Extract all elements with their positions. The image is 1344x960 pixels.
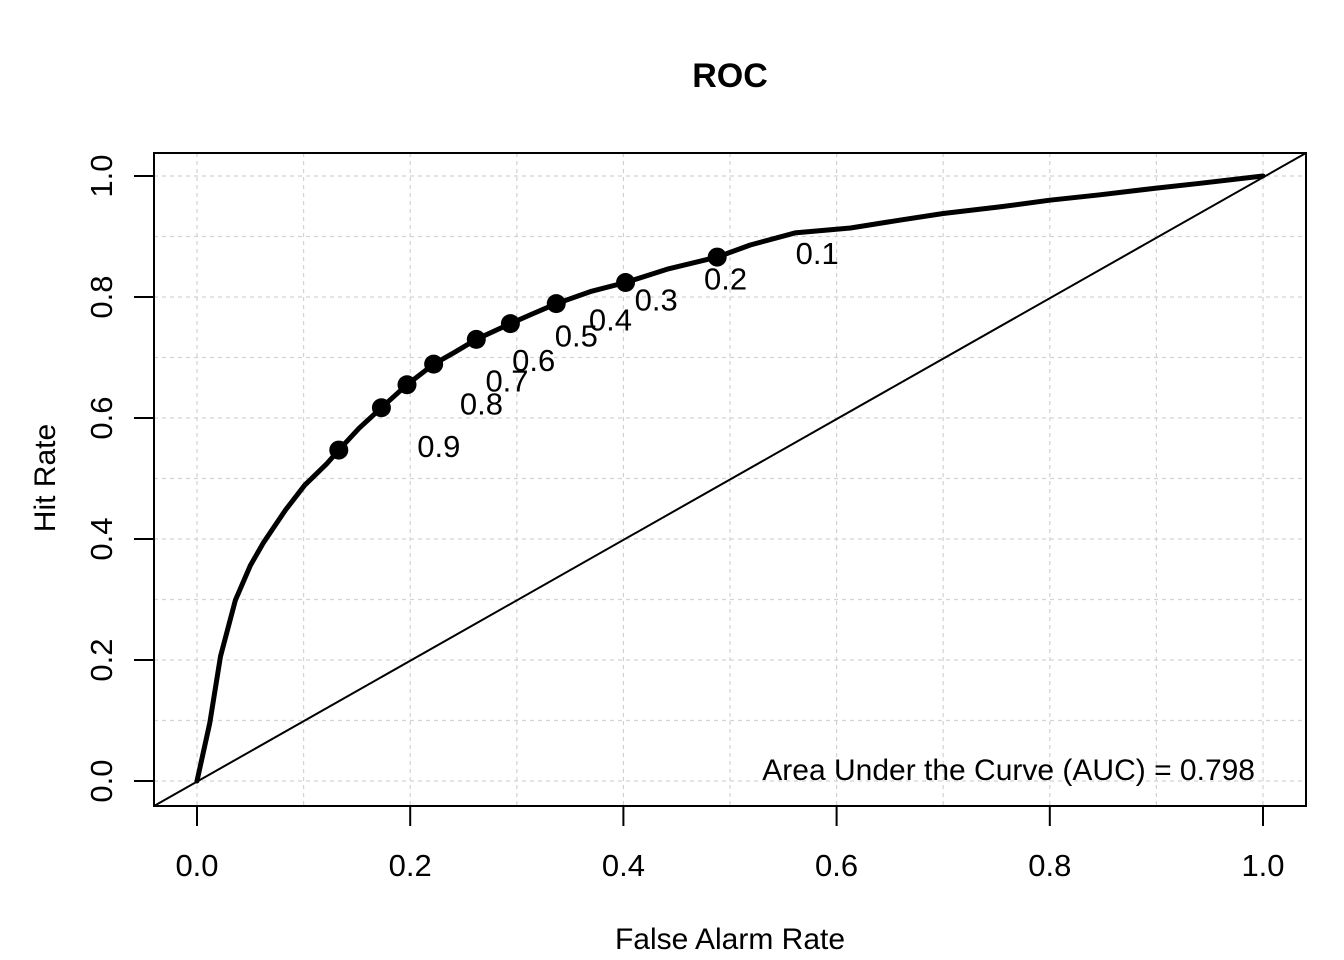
threshold-label: 0.2 [704,261,747,296]
y-tick-label: 1.0 [84,154,119,197]
threshold-dot [329,440,349,460]
threshold-dot [424,354,444,374]
threshold-dot [371,398,391,418]
threshold-dot [546,294,566,314]
chart-title: ROC [692,57,768,95]
threshold-label: 0.4 [589,303,632,338]
x-axis-label: False Alarm Rate [615,923,845,956]
threshold-dot [397,375,417,395]
x-tick-label: 1.0 [1241,848,1284,883]
x-tick-label: 0.4 [602,848,645,883]
threshold-label: 0.5 [555,318,598,353]
auc-annotation: Area Under the Curve (AUC) = 0.798 [762,754,1255,787]
grid-layer [154,153,1306,806]
x-tick-label: 0.0 [175,848,218,883]
plot-box [153,152,1307,807]
threshold-label: 0.6 [512,343,555,378]
x-tick-label: 0.2 [389,848,432,883]
threshold-dot [616,272,636,292]
threshold-label: 0.8 [460,387,503,422]
y-tick-label: 0.8 [84,275,119,318]
threshold-label: 0.1 [796,236,839,271]
y-tick-label: 0.4 [84,517,119,560]
threshold-dot [707,247,727,267]
threshold-label: 0.7 [485,364,528,399]
axis-layer: 0.0 0.2 0.4 0.6 0.8 1.0 0.0 0.2 0.4 0.6 0.8 1.0 [84,152,1307,883]
threshold-label: 0.9 [417,429,460,464]
x-tick-label: 0.6 [815,848,858,883]
threshold-dot [466,329,486,349]
x-tick-label: 0.8 [1028,848,1071,883]
threshold-point-layer: 0.90.80.70.60.50.40.3 0.2 0.1 [329,236,839,464]
threshold-dot [500,314,520,334]
chance-diagonal [153,152,1307,807]
y-axis-label: Hit Rate [29,424,62,532]
threshold-label: 0.3 [635,283,678,318]
y-tick-label: 0.0 [84,759,119,802]
y-tick-label: 0.2 [84,638,119,681]
y-tick-label: 0.6 [84,396,119,439]
